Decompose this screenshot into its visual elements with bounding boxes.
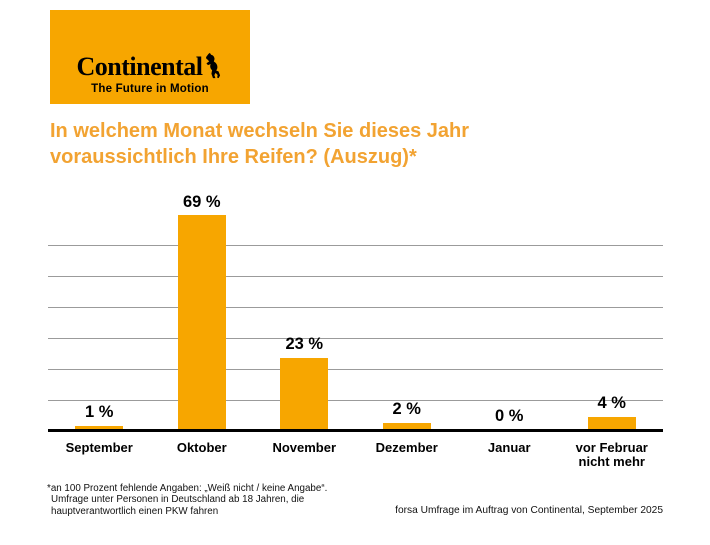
- gridline-10pct: [48, 400, 663, 401]
- category-label-november: November: [272, 440, 337, 455]
- continental-wordmark: Continental: [76, 52, 203, 81]
- chart-title: In welchem Monat wechseln Sie dieses Jah…: [50, 120, 470, 168]
- value-label-januar: 0 %: [495, 406, 524, 425]
- gridline-40pct: [48, 307, 663, 308]
- value-label-november: 23 %: [285, 335, 324, 354]
- footnote-line: hauptverantwortlich einen PKW fahren: [51, 505, 219, 517]
- category-label-september: September: [65, 440, 133, 455]
- category-label-januar: Januar: [487, 440, 531, 455]
- bar-september: [75, 425, 124, 429]
- logo-tagline: The Future in Motion: [91, 83, 209, 95]
- gridline-60pct: [48, 245, 663, 246]
- gridline-50pct: [48, 276, 663, 277]
- continental-logo: Continental The Future in Motion: [50, 10, 250, 104]
- footnote: *an 100 Prozent fehlende Angaben: „Weiß …: [47, 483, 327, 517]
- category-label-vor-februar-nicht-mehr: vor Februar nicht mehr: [575, 440, 648, 469]
- bar-oktober: [177, 215, 226, 429]
- category-label-oktober: Oktober: [176, 440, 227, 455]
- value-label-vor-februar-nicht-mehr: 4 %: [597, 394, 626, 413]
- footnote-line: *an 100 Prozent fehlende Angaben: „Weiß …: [47, 483, 328, 494]
- category-label-dezember: Dezember: [375, 440, 438, 455]
- x-axis-line: [48, 429, 663, 432]
- chart-plot-area: 1 % 69 % 23 % 2 % 0 % 4 %: [48, 194, 663, 432]
- bar-november: [280, 357, 329, 429]
- gridline-20pct: [48, 369, 663, 370]
- bar-vor-februar-nicht-mehr: [587, 416, 636, 429]
- source-credit: forsa Umfrage im Auftrag von Continental…: [395, 505, 663, 516]
- value-label-september: 1 %: [85, 403, 114, 422]
- rearing-horse-icon: [206, 52, 221, 79]
- bar-dezember: [382, 422, 431, 429]
- x-axis-labels: September Oktober November Dezember Januar vo…: [48, 441, 663, 471]
- value-label-dezember: 2 %: [392, 400, 421, 419]
- footnote-line: Umfrage unter Personen in Deutschland ab…: [51, 494, 305, 506]
- logo-wordmark-row: Continental: [77, 52, 224, 80]
- value-label-oktober: 69 %: [182, 192, 221, 211]
- gridline-30pct: [48, 338, 663, 339]
